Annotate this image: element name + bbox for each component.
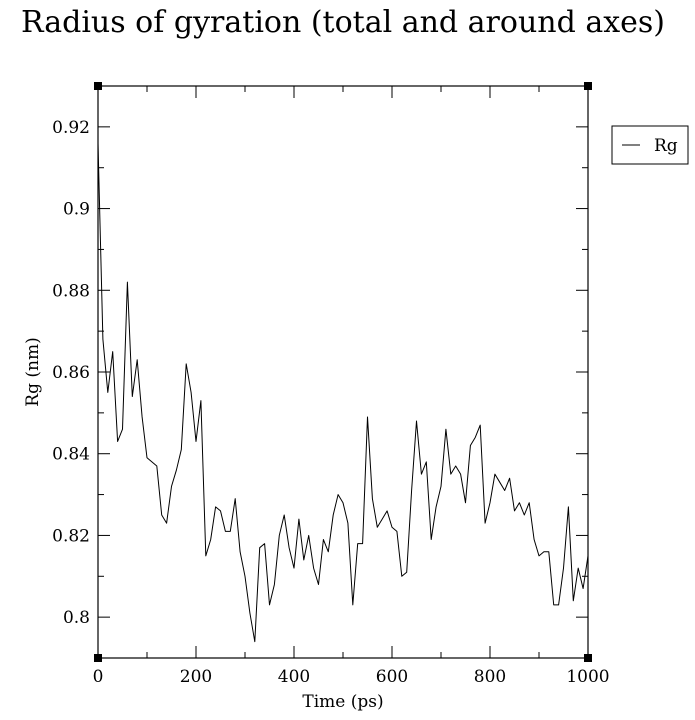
y-tick-label: 0.84 — [52, 445, 90, 465]
y-axis-ticks: 0.8 0.82 0.84 0.86 0.88 0.9 0.92 — [52, 85, 588, 659]
y-tick-label: 0.8 — [63, 608, 90, 628]
chart-title: Radius of gyration (total and around axe… — [21, 5, 665, 40]
y-tick-label: 0.92 — [52, 118, 90, 138]
y-axis-label: Rg (nm) — [23, 337, 43, 406]
legend-label-rg: Rg — [654, 136, 678, 156]
x-tick-label: 200 — [180, 667, 212, 687]
x-tick-label: 600 — [376, 667, 408, 687]
corner-handle-top-right[interactable] — [584, 82, 592, 90]
corner-handle-bottom-left[interactable] — [94, 654, 102, 662]
legend: Rg — [611, 125, 689, 165]
y-tick-label: 0.88 — [52, 281, 90, 301]
y-tick-label: 0.9 — [63, 200, 90, 220]
y-tick-label: 0.86 — [52, 363, 90, 383]
corner-handle-top-left[interactable] — [94, 82, 102, 90]
series-layer — [97, 143, 589, 643]
x-axis-ticks: 0 200 400 600 800 1000 — [93, 86, 610, 687]
corner-handle-bottom-right[interactable] — [584, 654, 592, 662]
x-tick-label: 400 — [278, 667, 310, 687]
x-tick-label: 1000 — [566, 667, 609, 687]
y-tick-label: 0.82 — [52, 526, 90, 546]
plot-frame — [97, 85, 589, 659]
x-axis-label: Time (ps) — [302, 692, 383, 712]
x-tick-label: 800 — [474, 667, 506, 687]
series-line-rg — [97, 143, 589, 643]
x-tick-label: 0 — [93, 667, 104, 687]
